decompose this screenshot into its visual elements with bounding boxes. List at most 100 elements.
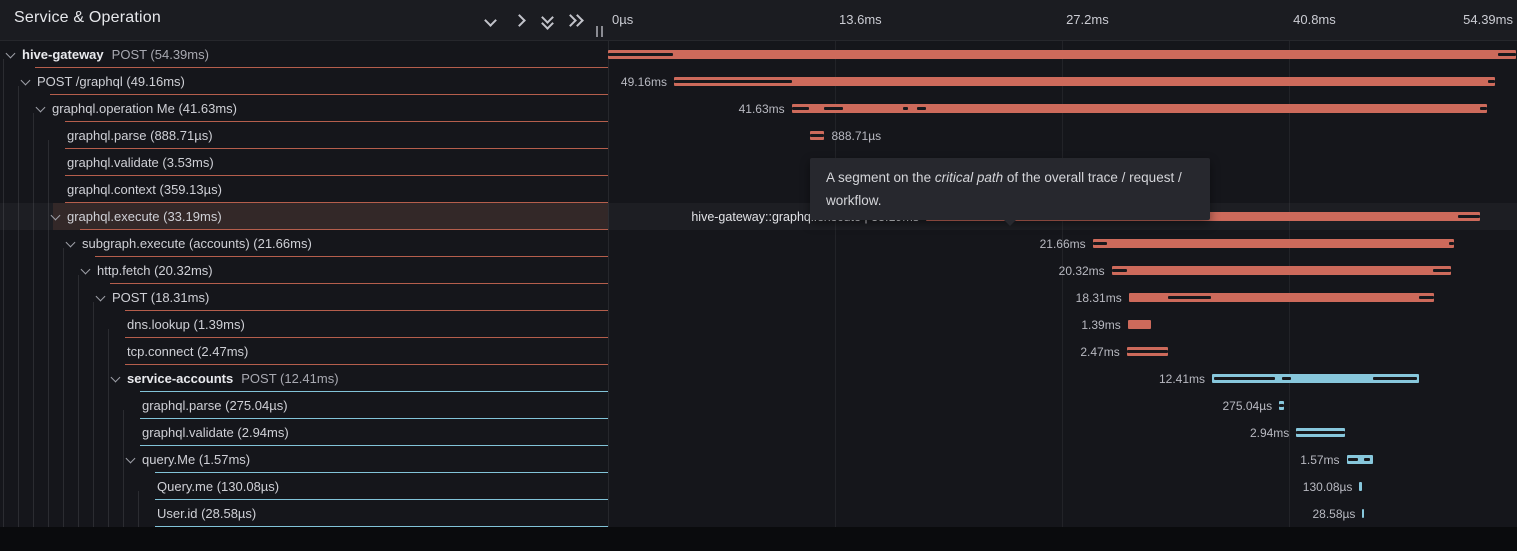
- critical-path-segment[interactable]: [1092, 242, 1108, 245]
- span-bar[interactable]: [1211, 374, 1420, 383]
- span-bar[interactable]: [791, 104, 1487, 113]
- chevron-down-icon[interactable]: [110, 372, 121, 383]
- span-name-label: User.id (28.58µs): [157, 506, 257, 521]
- tooltip-caret: [1003, 219, 1017, 226]
- span-row[interactable]: http.fetch (20.32ms) 20.32ms: [0, 257, 1517, 284]
- collapse-all-button[interactable]: [538, 11, 558, 30]
- chevron-down-icon[interactable]: [80, 264, 91, 275]
- span-bar[interactable]: [1092, 239, 1455, 248]
- span-bar[interactable]: [1346, 455, 1373, 464]
- chevron-down-icon[interactable]: [20, 75, 31, 86]
- tooltip-text-emphasis: critical path: [934, 170, 1004, 185]
- span-row[interactable]: graphql.parse (275.04µs) 275.04µs: [0, 392, 1517, 419]
- critical-path-segment[interactable]: [791, 107, 810, 110]
- gridline: [1062, 0, 1064, 527]
- span-bar[interactable]: [673, 77, 1495, 86]
- span-row[interactable]: dns.lookup (1.39ms) 1.39ms: [0, 311, 1517, 338]
- span-name-label: dns.lookup (1.39ms): [127, 317, 245, 332]
- span-row[interactable]: tcp.connect (2.47ms) 2.47ms: [0, 338, 1517, 365]
- chevron-down-icon[interactable]: [5, 48, 16, 59]
- row-border: [125, 310, 608, 311]
- critical-path-segment[interactable]: [824, 107, 843, 110]
- span-row[interactable]: subgraph.execute (accounts) (21.66ms) 21.…: [0, 230, 1517, 257]
- span-name-label: graphql.execute (33.19ms): [67, 209, 222, 224]
- chevron-down-icon[interactable]: [95, 291, 106, 302]
- span-bar[interactable]: [1126, 347, 1168, 356]
- span-bar[interactable]: [1111, 266, 1451, 275]
- critical-path-segment[interactable]: [1282, 377, 1291, 380]
- critical-path-segment[interactable]: [673, 80, 792, 83]
- span-row[interactable]: service-accounts POST (12.41ms) 12.41ms: [0, 365, 1517, 392]
- panel-resize-handle[interactable]: [595, 26, 605, 38]
- span-bar[interactable]: [1128, 293, 1435, 302]
- span-row[interactable]: graphql.parse (888.71µs) 888.71µs: [0, 122, 1517, 149]
- chevron-down-icon[interactable]: [125, 453, 136, 464]
- span-bar[interactable]: [1127, 320, 1151, 329]
- gridline: [835, 0, 837, 527]
- span-bar[interactable]: [1362, 509, 1365, 518]
- indent-guide: [3, 59, 4, 527]
- critical-path-segment[interactable]: [1487, 80, 1495, 83]
- span-duration-label: 18.31ms: [1075, 291, 1122, 305]
- indent-guide: [63, 248, 64, 527]
- span-row[interactable]: graphql.context (359.13µs)359.13µs: [0, 176, 1517, 203]
- critical-path-segment[interactable]: [1168, 296, 1212, 299]
- panel-divider: [608, 0, 609, 527]
- critical-path-segment[interactable]: [1296, 431, 1346, 434]
- span-row[interactable]: query.Me (1.57ms) 1.57ms: [0, 446, 1517, 473]
- critical-path-segment[interactable]: [809, 134, 825, 137]
- expand-one-button[interactable]: [510, 12, 530, 30]
- critical-path-segment[interactable]: [608, 53, 674, 56]
- critical-path-segment[interactable]: [1279, 404, 1284, 407]
- critical-path-segment[interactable]: [1480, 107, 1487, 110]
- critical-path-segment[interactable]: [1364, 458, 1371, 461]
- critical-path-segment[interactable]: [1373, 377, 1417, 380]
- span-row[interactable]: graphql.validate (2.94ms) 2.94ms: [0, 419, 1517, 446]
- row-border: [140, 418, 608, 419]
- critical-path-tooltip: A segment on the critical path of the ov…: [810, 158, 1210, 226]
- span-row[interactable]: User.id (28.58µs) 28.58µs: [0, 500, 1517, 527]
- span-name-label: graphql.validate (3.53ms): [67, 155, 214, 170]
- span-row[interactable]: POST /graphql (49.16ms) 49.16ms: [0, 68, 1517, 95]
- service-operation-title: Service & Operation: [14, 9, 161, 26]
- critical-path-segment[interactable]: [1213, 377, 1275, 380]
- row-border: [125, 337, 608, 338]
- span-row[interactable]: hive-gateway POST (54.39ms): [0, 41, 1517, 68]
- span-bar[interactable]: [608, 50, 1516, 59]
- row-border: [140, 391, 608, 392]
- axis-tick-label: 0µs: [612, 12, 634, 27]
- header-bar: Service & Operation 0µs 13.6ms 27.2ms 40.8m…: [0, 0, 1517, 41]
- span-bar[interactable]: [1279, 401, 1284, 410]
- span-row[interactable]: graphql.operation Me (41.63ms) 41.63ms: [0, 95, 1517, 122]
- critical-path-segment[interactable]: [1457, 215, 1481, 218]
- critical-path-segment[interactable]: [1111, 269, 1128, 272]
- indent-guide: [18, 86, 19, 527]
- critical-path-segment[interactable]: [1419, 296, 1435, 299]
- span-row[interactable]: graphql.execute (33.19ms) hive-gateway::g…: [0, 203, 1517, 230]
- span-row[interactable]: POST (18.31ms) 18.31ms: [0, 284, 1517, 311]
- span-row[interactable]: graphql.validate (3.53ms)3.53ms: [0, 149, 1517, 176]
- critical-path-segment[interactable]: [903, 107, 908, 110]
- collapse-one-button[interactable]: [481, 12, 501, 30]
- critical-path-segment[interactable]: [1449, 242, 1455, 245]
- span-name-label: POST (18.31ms): [112, 290, 210, 305]
- span-duration-label: 12.41ms: [1158, 372, 1205, 386]
- span-bar[interactable]: [1296, 428, 1346, 437]
- critical-path-segment[interactable]: [1126, 350, 1168, 353]
- critical-path-segment[interactable]: [1432, 269, 1451, 272]
- chevron-down-icon[interactable]: [50, 210, 61, 221]
- row-border: [80, 229, 608, 230]
- span-row[interactable]: Query.me (130.08µs) 130.08µs: [0, 473, 1517, 500]
- row-border: [65, 121, 608, 122]
- span-bar[interactable]: [1359, 482, 1362, 491]
- chevron-down-icon[interactable]: [65, 237, 76, 248]
- expand-all-button[interactable]: [564, 12, 584, 30]
- span-bar[interactable]: [809, 131, 825, 140]
- indent-guide: [138, 491, 139, 527]
- critical-path-segment[interactable]: [916, 107, 926, 110]
- span-duration-label: 41.63ms: [738, 102, 785, 116]
- critical-path-segment[interactable]: [1497, 53, 1516, 56]
- chevron-down-icon[interactable]: [35, 102, 46, 113]
- span-name-label: graphql.parse (275.04µs): [142, 398, 288, 413]
- critical-path-segment[interactable]: [1347, 458, 1359, 461]
